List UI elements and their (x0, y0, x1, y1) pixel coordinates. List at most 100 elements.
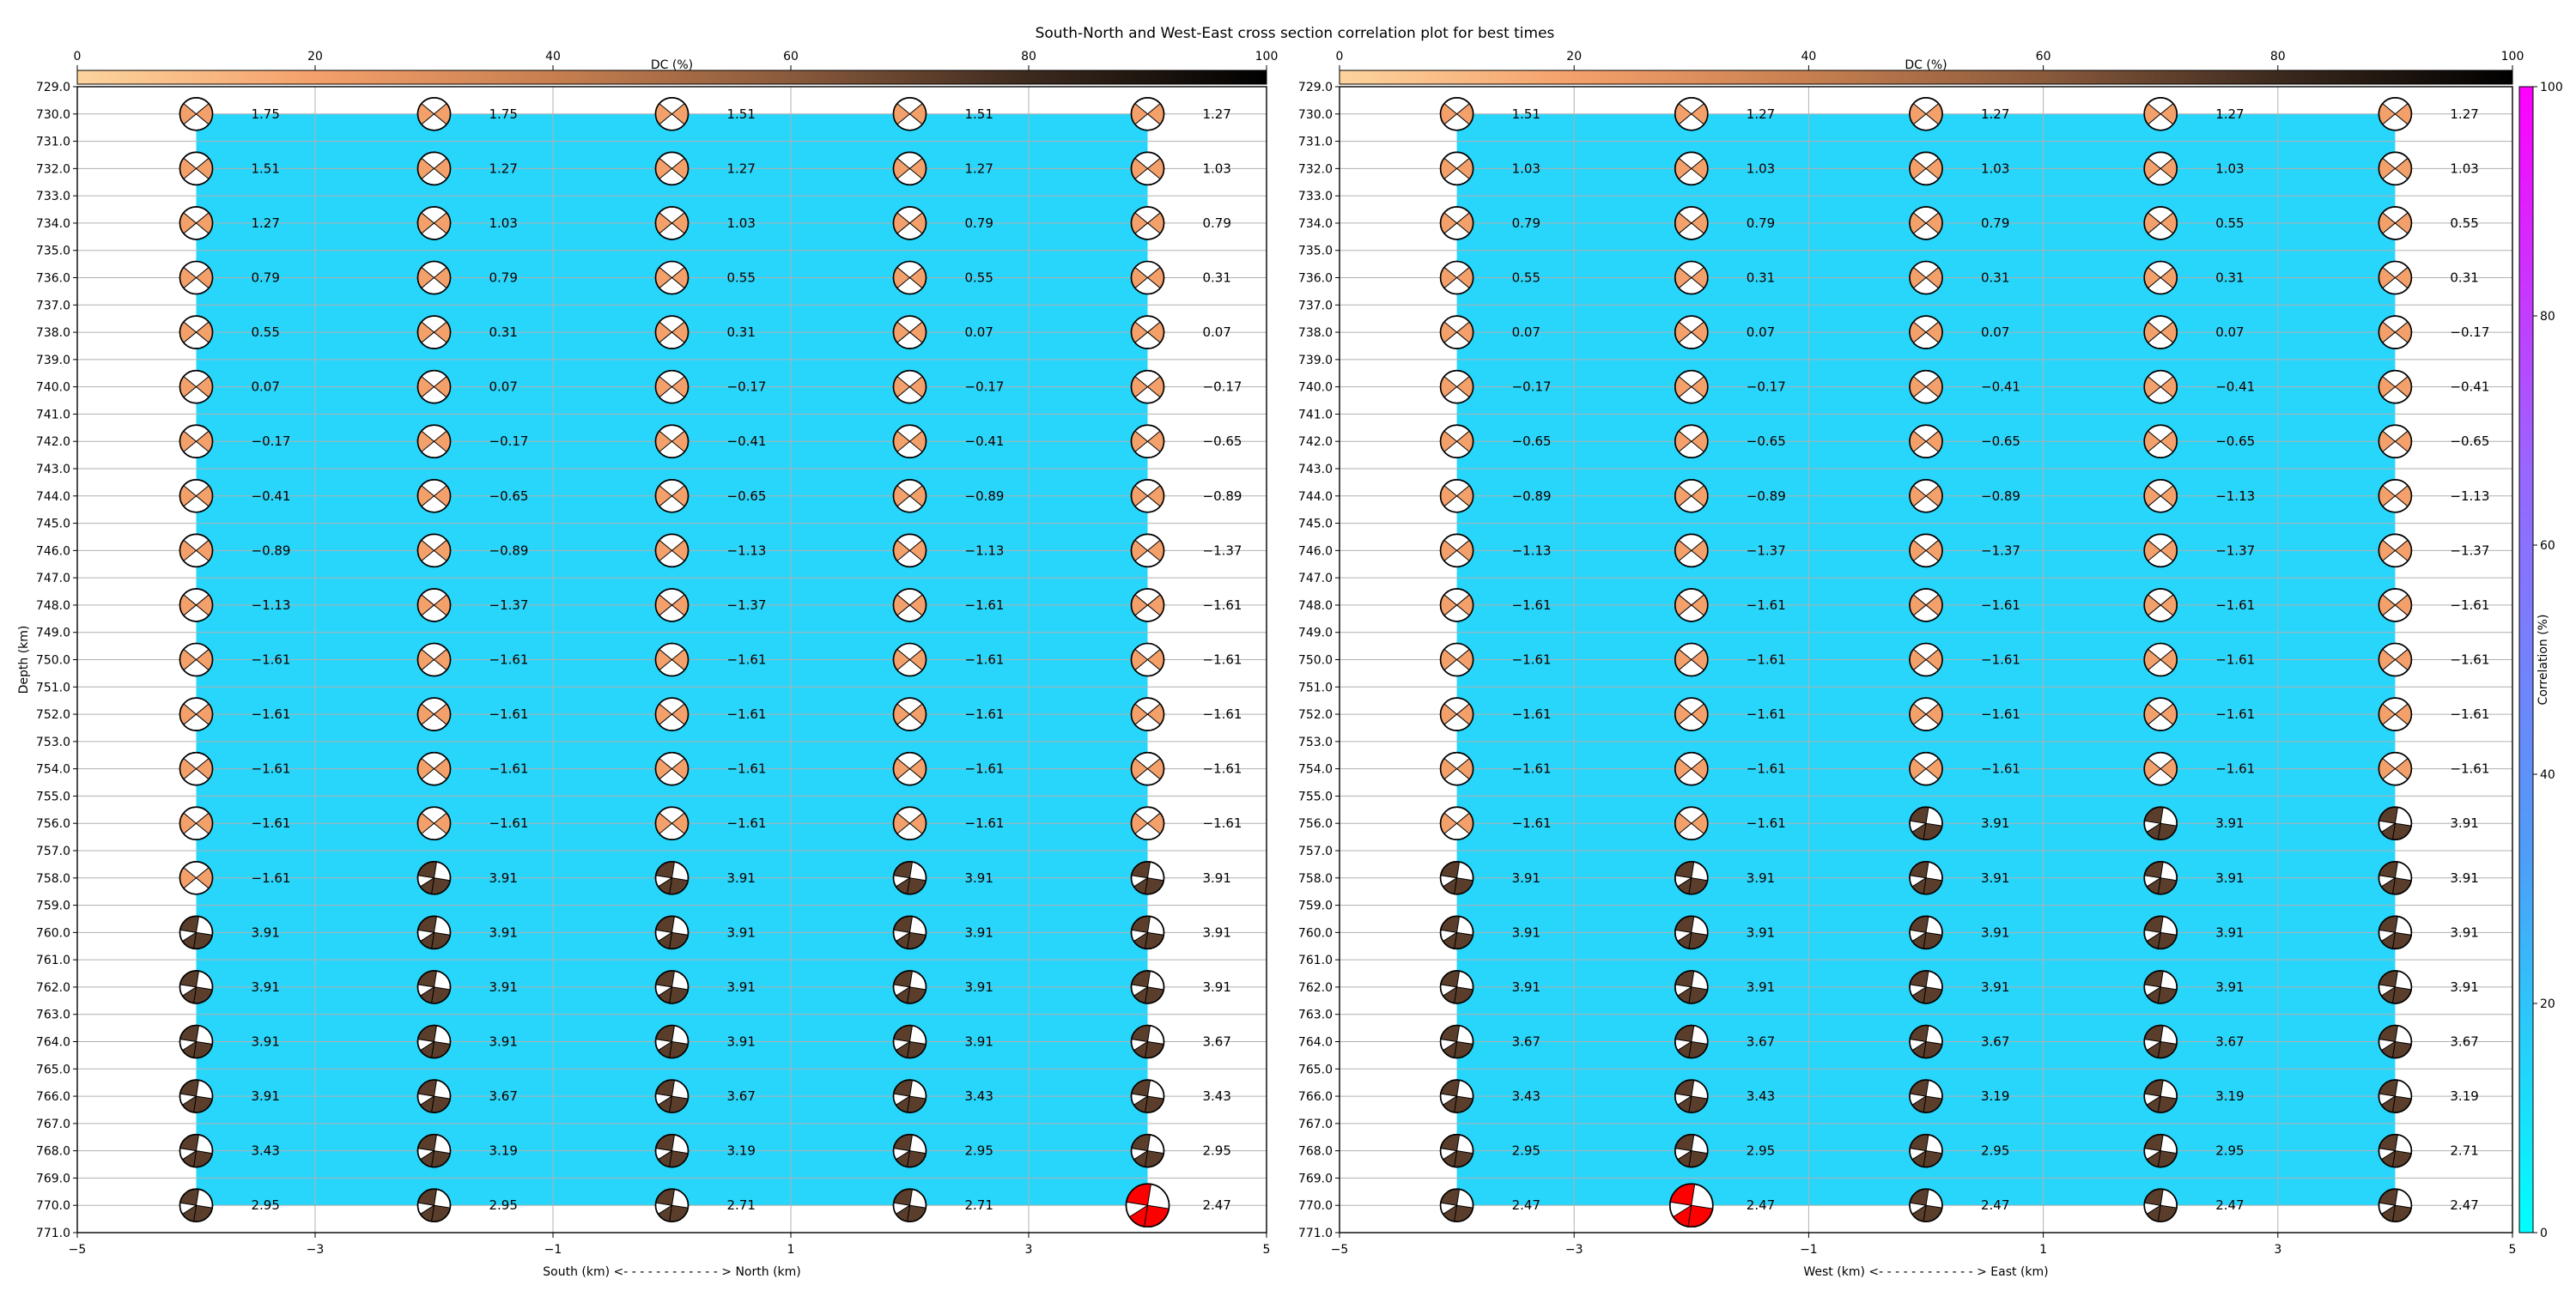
beachball-label: −1.61 (2450, 761, 2489, 777)
dc-colorbar-tick-label: 40 (1801, 50, 1816, 64)
beachball-outline (2143, 1024, 2178, 1059)
beachball-label: 1.51 (965, 106, 993, 122)
beachball-outline (416, 96, 452, 131)
beachball-quadrant (1144, 877, 1164, 895)
beachball (2378, 860, 2413, 895)
beachball-outline (1909, 970, 1943, 1004)
beachball-outline (654, 260, 690, 295)
beachball (2378, 1133, 2413, 1168)
beachball (1130, 533, 1165, 568)
beachball-quadrant (179, 1188, 200, 1206)
beachball-outline (654, 478, 690, 513)
beachball-outline (1909, 478, 1943, 513)
beachball (179, 96, 214, 131)
beachball-outline (179, 642, 214, 677)
beachball-label: −1.13 (2215, 488, 2255, 504)
beachball-label: −0.17 (727, 379, 767, 395)
beachball-outline (416, 1024, 452, 1059)
y-tick-label: 731.0 (36, 136, 70, 149)
beachball-label: 3.91 (727, 870, 756, 886)
beachball-outline (2378, 970, 2413, 1004)
beachball-outline (179, 915, 214, 950)
beachball (179, 751, 214, 786)
beachball-outline (2378, 1024, 2413, 1059)
beachball (892, 970, 927, 1004)
beachball-label: 3.91 (2215, 870, 2244, 886)
y-tick-label: 730.0 (36, 108, 70, 122)
beachball (1909, 424, 1943, 459)
beachball (1674, 697, 1709, 731)
beachball (179, 1079, 214, 1113)
correlation-colorbar (2518, 86, 2534, 1233)
beachball-label: 2.95 (1512, 1143, 1540, 1159)
beachball-label: 1.03 (489, 215, 518, 231)
beachball (2143, 1188, 2178, 1223)
y-tick-label: 771.0 (36, 1227, 70, 1240)
beachball-label: 3.91 (1512, 870, 1540, 886)
beachball (179, 206, 214, 240)
beachball-label: 1.03 (727, 215, 756, 231)
beachball-outline (892, 1188, 927, 1223)
y-tick-label: 760.0 (1298, 926, 1333, 940)
beachball-outline (1909, 1188, 1943, 1223)
y-tick-label: 747.0 (1298, 572, 1333, 585)
beachball-quadrant (1454, 1204, 1473, 1222)
beachball (2143, 1079, 2178, 1113)
beachball (654, 697, 690, 731)
beachball-outline (1669, 1183, 1714, 1228)
dc-colorbar-tick-label: 20 (1566, 50, 1582, 64)
beachball-label: −1.61 (252, 652, 291, 668)
beachball-label: 1.27 (1981, 106, 2009, 122)
beachball-label: −0.41 (252, 488, 291, 504)
beachball (2378, 369, 2413, 404)
beachball-outline (416, 697, 452, 731)
dc-colorbar-tick-label: 0 (1336, 50, 1344, 64)
y-tick-label: 755.0 (36, 790, 70, 803)
beachball (654, 315, 690, 349)
beachball-outline (1130, 970, 1165, 1004)
beachball-label: −1.37 (727, 597, 767, 613)
beachball-outline (416, 315, 452, 349)
beachball-outline (1130, 697, 1165, 731)
y-tick-label: 755.0 (1298, 790, 1333, 803)
x-tick-label: 5 (1263, 1243, 1271, 1257)
correlation-colorbar-group: 0 20 40 60 80 100 Correlation (%) (2518, 81, 2563, 1240)
beachball (2378, 806, 2413, 841)
beachball (2143, 860, 2178, 895)
beachball-label: 3.19 (2215, 1088, 2244, 1104)
beachball (1130, 588, 1165, 622)
beachball (654, 860, 690, 895)
beachball-outline (1130, 1133, 1165, 1168)
beachball-outline (892, 369, 927, 404)
beachball-outline (1130, 642, 1165, 677)
beachball-outline (654, 206, 690, 240)
beachball-quadrant (1144, 1095, 1164, 1113)
beachball-label: −1.61 (1512, 597, 1552, 613)
beachball-label: 3.43 (965, 1088, 993, 1104)
beachball-outline (892, 915, 927, 950)
y-tick-label: 753.0 (1298, 736, 1333, 749)
beachball (1439, 96, 1474, 131)
beachball-label: −1.61 (1512, 815, 1552, 831)
beachball (2378, 151, 2413, 186)
beachball-label: 3.91 (2215, 924, 2244, 940)
beachball-outline (654, 1188, 690, 1223)
beachball-label: 2.95 (1981, 1143, 2009, 1159)
beachball-label: 3.67 (727, 1088, 756, 1104)
beachball-outline (2378, 96, 2413, 131)
beachball-quadrant (1440, 970, 1461, 988)
beachball (2143, 915, 2178, 950)
beachball-outline (1674, 260, 1709, 295)
beachball-label: −1.61 (965, 597, 1005, 613)
beachball-outline (892, 424, 927, 459)
y-tick-label: 757.0 (1298, 845, 1333, 858)
y-tick-label: 763.0 (36, 1009, 70, 1022)
beachball-outline (416, 206, 452, 240)
beachball-outline (2143, 915, 2178, 950)
x-tick-label: −1 (1800, 1243, 1818, 1257)
beachball (416, 970, 452, 1004)
beachball (892, 642, 927, 677)
beachball-label: −1.61 (1981, 761, 2020, 777)
y-tick-label: 733.0 (1298, 190, 1333, 203)
beachball-label: 0.07 (2215, 324, 2244, 340)
